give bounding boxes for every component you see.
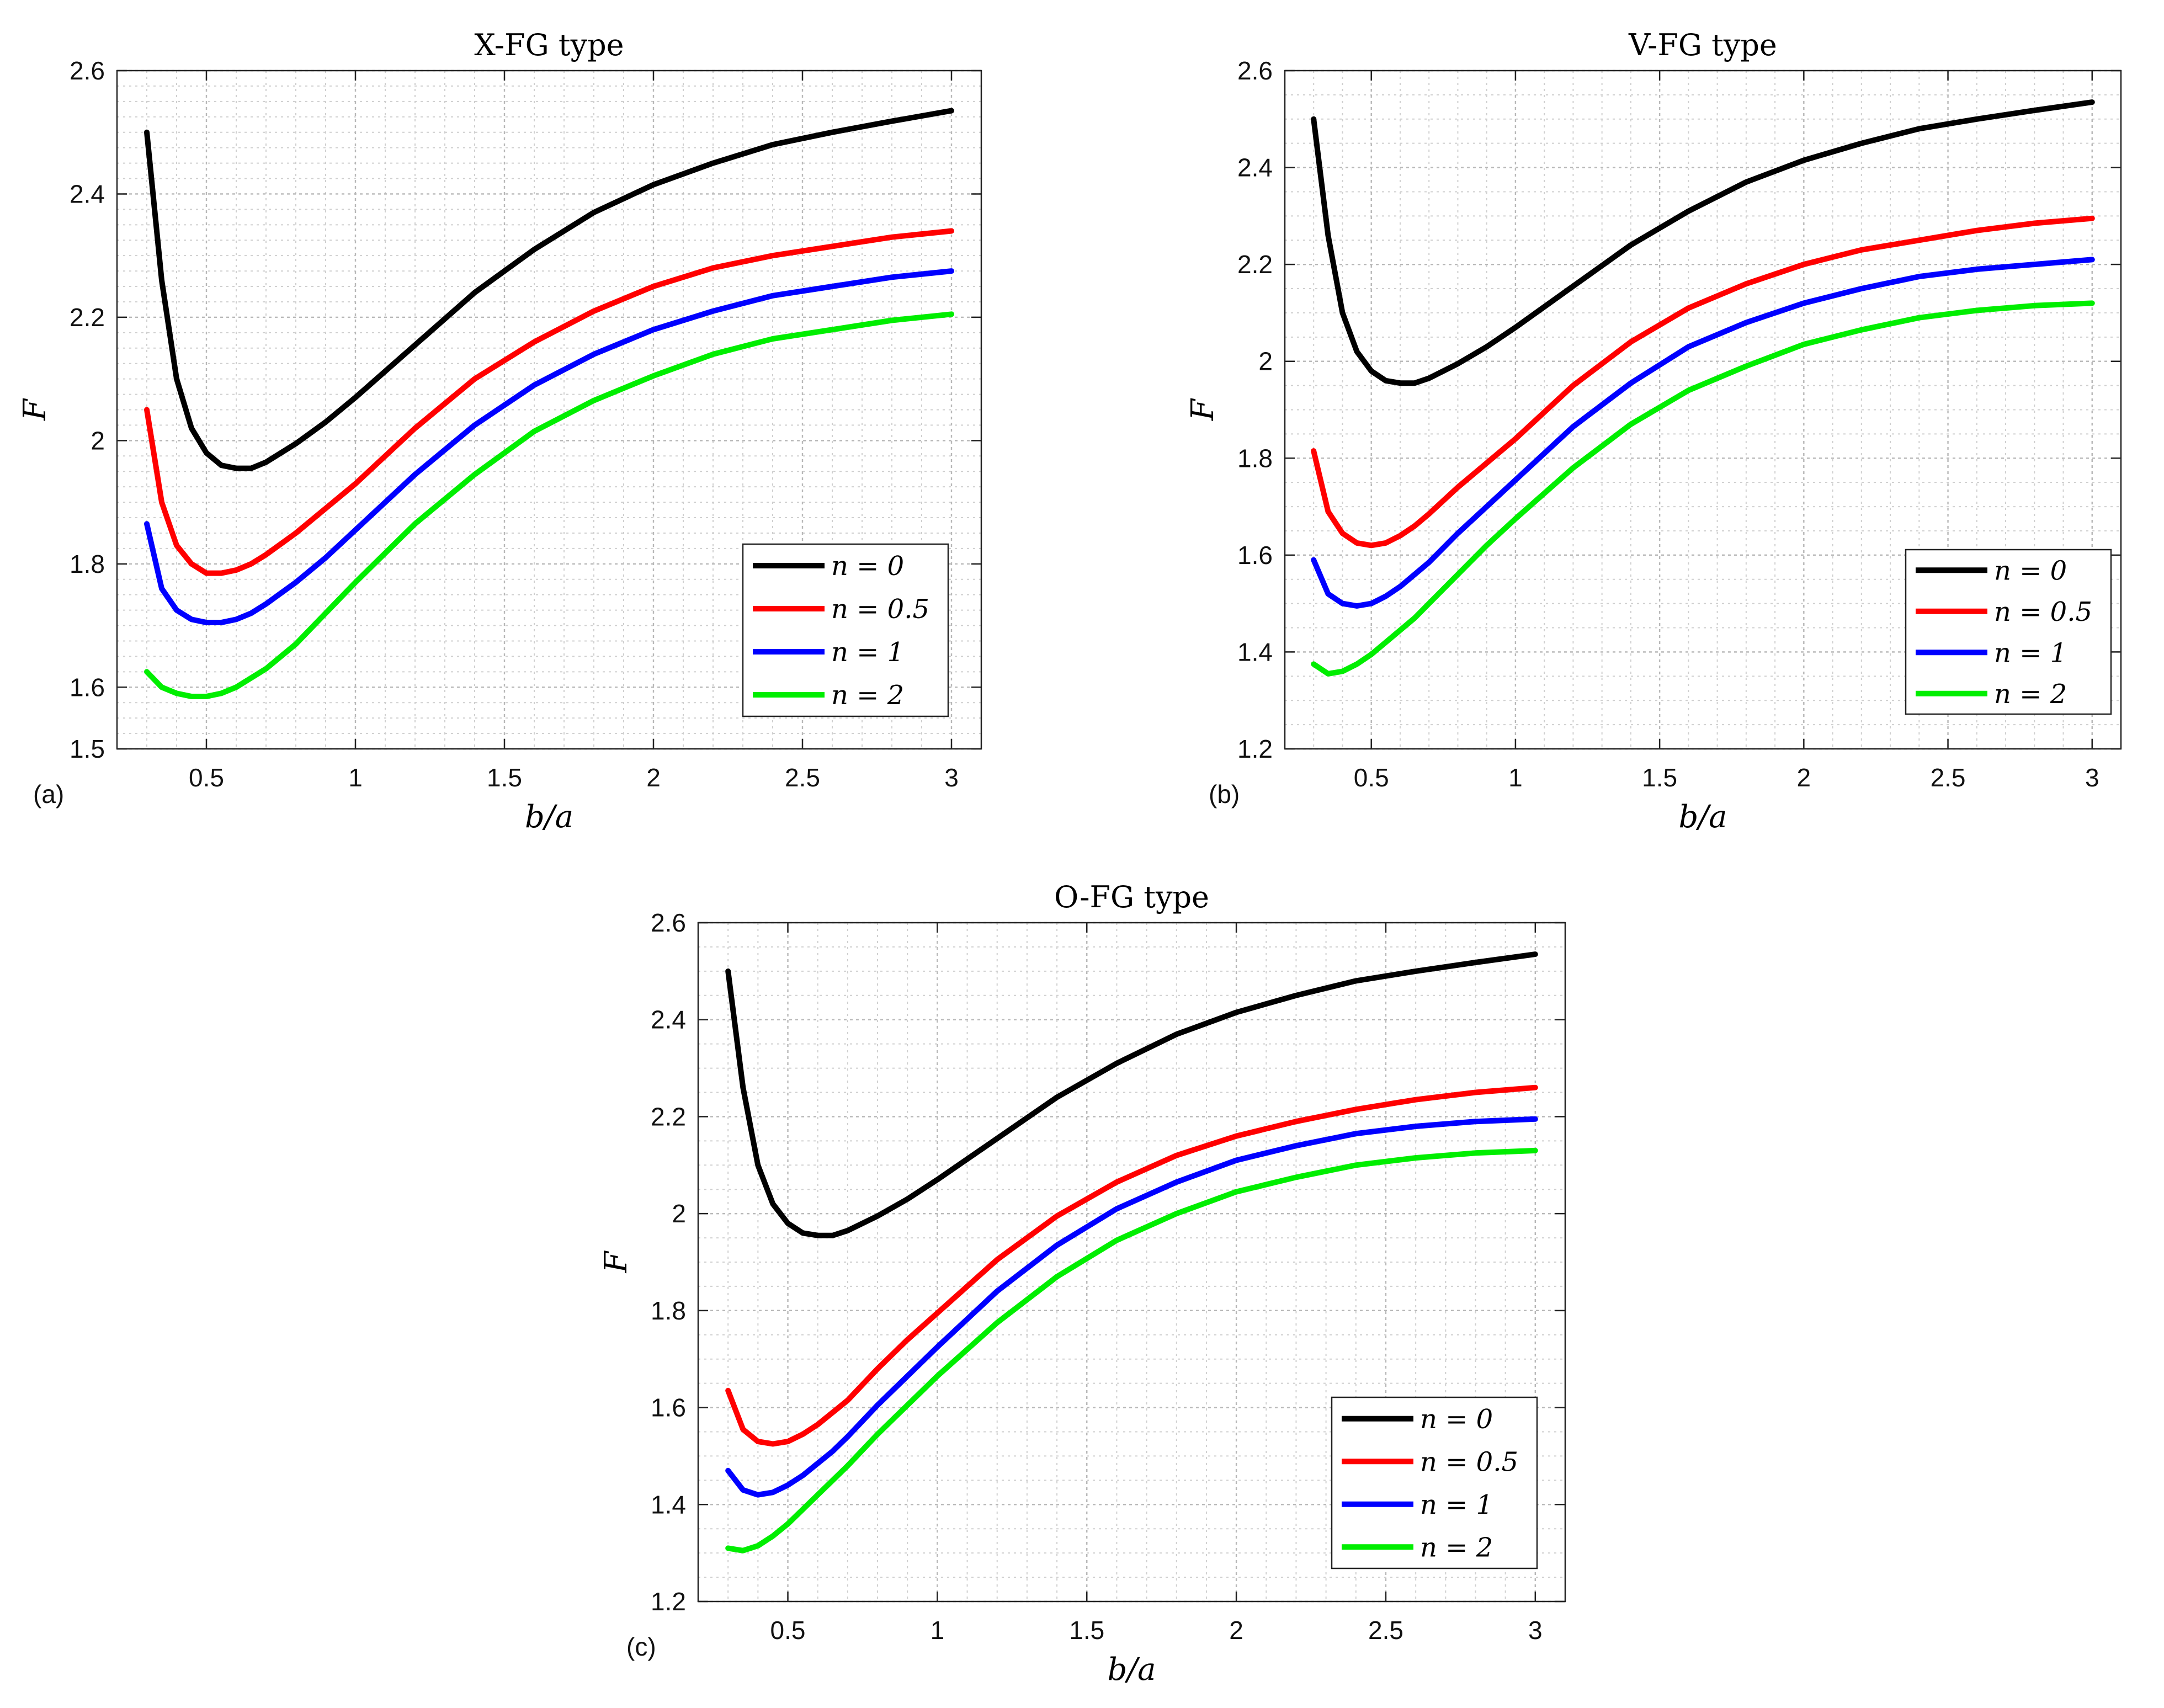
series-line-3 — [725, 1147, 1538, 1553]
legend-label-2: n = 1 — [831, 637, 904, 668]
series-line-2 — [1311, 257, 2095, 609]
y-tick-label: 1.8 — [1237, 444, 1273, 472]
x-tick-label: 2 — [1797, 763, 1811, 792]
x-tick-label: 1.5 — [487, 763, 522, 792]
y-tick-label: 2 — [1258, 347, 1273, 376]
legend-box — [1331, 1396, 1538, 1569]
y-tick-label: 2.6 — [70, 56, 105, 85]
legend: n = 0 n = 0.5 n = 1 n = 2 — [742, 543, 949, 717]
y-tick-label: 1.8 — [70, 550, 105, 578]
legend-label-0: n = 0 — [831, 551, 904, 582]
y-tick-label: 2.2 — [651, 1102, 686, 1131]
x-tick-label: 1 — [348, 763, 363, 792]
x-tick-label: 2.5 — [785, 763, 820, 792]
x-tick-label: 3 — [1528, 1616, 1543, 1645]
chart-panel-3: 0.5 1 1.5 2 2.5 3 1.2 1.4 1.6 1.8 2 2.2 2.4 2.6 O-FG t… — [598, 880, 1566, 1688]
legend-box — [1905, 549, 2112, 715]
legend-label-1: n = 0.5 — [1994, 597, 2092, 627]
y-tick-label: 2 — [672, 1199, 686, 1228]
y-axis-label: F — [598, 1250, 634, 1273]
x-tick-label: 1.5 — [1069, 1616, 1104, 1645]
series-line-1 — [144, 228, 954, 576]
chart-title: X-FG type — [474, 28, 624, 62]
x-tick-label: 0.5 — [189, 763, 224, 792]
x-tick-label: 1.5 — [1642, 763, 1677, 792]
y-tick-label: 1.5 — [70, 735, 105, 763]
legend-box — [742, 543, 949, 717]
y-tick-label: 2.4 — [70, 179, 105, 208]
y-tick-label: 1.2 — [1237, 735, 1273, 763]
y-tick-label: 2.2 — [70, 303, 105, 332]
x-tick-label: 1 — [931, 1616, 945, 1645]
y-tick-label: 1.2 — [651, 1587, 686, 1616]
series-line-3 — [1311, 300, 2095, 677]
y-tick-label: 2.4 — [651, 1005, 686, 1034]
series-line-1 — [725, 1084, 1538, 1447]
chart-title: V-FG type — [1628, 28, 1777, 62]
x-tick-label: 2 — [1229, 1616, 1243, 1645]
y-tick-label: 2 — [91, 426, 105, 455]
x-axis-label: b/a — [525, 799, 573, 835]
y-tick-label: 1.4 — [1237, 637, 1273, 666]
series-line-2 — [725, 1116, 1538, 1498]
chart-title: O-FG type — [1054, 880, 1209, 914]
y-tick-label: 1.6 — [651, 1393, 686, 1422]
x-axis-label: b/a — [1678, 799, 1727, 835]
x-tick-label: 3 — [2085, 763, 2099, 792]
x-tick-label: 3 — [944, 763, 959, 792]
panel-label: (a) — [33, 780, 64, 808]
legend-label-3: n = 2 — [1420, 1532, 1493, 1563]
axes-box — [697, 922, 1566, 1603]
legend: n = 0 n = 0.5 n = 1 n = 2 — [1905, 549, 2112, 715]
series-line-0 — [144, 108, 954, 471]
x-axis-label: b/a — [1107, 1652, 1156, 1688]
legend-label-0: n = 0 — [1994, 555, 2067, 586]
y-tick-label: 1.8 — [651, 1296, 686, 1325]
x-tick-label: 2 — [646, 763, 661, 792]
legend-label-1: n = 0.5 — [831, 594, 929, 625]
x-tick-label: 1 — [1508, 763, 1523, 792]
legend-label-2: n = 1 — [1994, 637, 2067, 668]
chart-panel-1: 0.5 1 1.5 2 2.5 3 1.5 1.6 1.8 2 2.2 2.4 2.6 X-FG type… — [17, 28, 982, 835]
y-tick-label: 2.4 — [1237, 153, 1273, 182]
axes-box — [1284, 70, 2122, 750]
y-tick-label: 2.2 — [1237, 250, 1273, 279]
axes-box — [116, 70, 982, 750]
legend: n = 0 n = 0.5 n = 1 n = 2 — [1331, 1396, 1538, 1569]
chart-panel-2: 0.5 1 1.5 2 2.5 3 1.2 1.4 1.6 1.8 2 2.2 2.4 2.6 V-FG t… — [1185, 28, 2122, 835]
y-axis-label: F — [17, 398, 53, 421]
legend-label-1: n = 0.5 — [1420, 1446, 1518, 1477]
series-line-1 — [1311, 215, 2095, 549]
panel-label: (b) — [1209, 780, 1240, 808]
y-tick-label: 1.6 — [70, 673, 105, 701]
series-line-0 — [725, 951, 1538, 1238]
series-line-0 — [1311, 99, 2095, 386]
y-tick-label: 1.6 — [1237, 541, 1273, 570]
legend-label-0: n = 0 — [1420, 1404, 1493, 1435]
y-axis-label: F — [1185, 398, 1221, 421]
panel-label: (c) — [626, 1632, 656, 1661]
y-tick-label: 2.6 — [1237, 56, 1273, 85]
x-tick-label: 2.5 — [1931, 763, 1966, 792]
series-line-2 — [144, 268, 954, 625]
y-tick-label: 2.6 — [651, 908, 686, 937]
x-tick-label: 2.5 — [1368, 1616, 1403, 1645]
legend-label-3: n = 2 — [831, 680, 904, 711]
x-tick-label: 0.5 — [770, 1616, 806, 1645]
legend-label-2: n = 1 — [1420, 1489, 1493, 1520]
legend-label-3: n = 2 — [1994, 679, 2067, 710]
x-tick-label: 0.5 — [1354, 763, 1389, 792]
y-tick-label: 1.4 — [651, 1490, 686, 1519]
series-line-3 — [144, 311, 954, 699]
